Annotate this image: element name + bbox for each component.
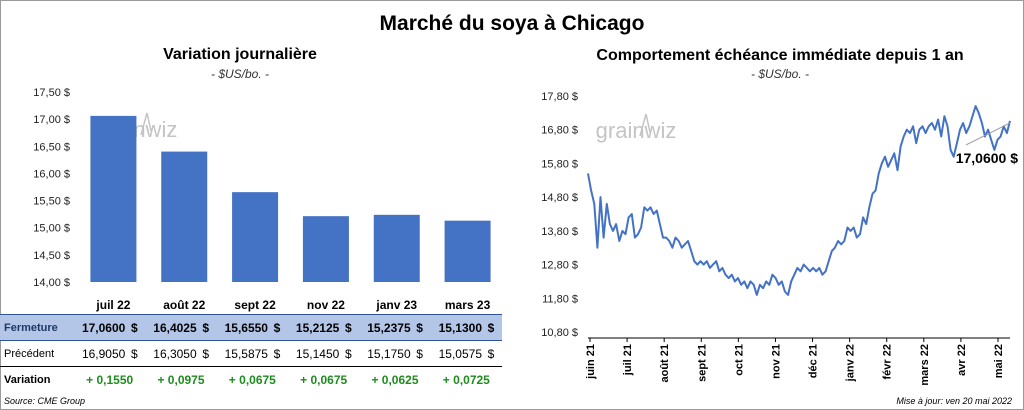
watermark-mark	[140, 112, 152, 136]
y-tick-label: 16,80 $	[541, 125, 578, 137]
x-tick-label: mai 22	[993, 344, 1005, 378]
last-value-label: 17,0600 $	[956, 150, 1018, 166]
variation-cell: + 0,0675	[228, 372, 276, 387]
main-title: Marché du soya à Chicago	[379, 12, 645, 35]
line-chart-subtitle: - $US/bo. -	[750, 67, 810, 81]
currency-symbol: $	[198, 340, 217, 367]
bar-chart-subtitle: - $US/bo. -	[210, 67, 270, 81]
currency-symbol: $	[127, 314, 146, 341]
x-tick-label: août 21	[659, 344, 671, 383]
currency-symbol: $	[198, 314, 217, 341]
y-tick-label: 12,80 $	[541, 260, 578, 272]
variation-cell: + 0,0675	[300, 372, 348, 387]
x-tick-label: janv 22	[845, 344, 857, 382]
table-cell: 17,0600	[74, 314, 128, 341]
y-tick-label: 17,50 $	[33, 87, 70, 99]
y-tick-label: 13,80 $	[541, 226, 578, 238]
variation-cell: + 0,0975	[157, 372, 205, 387]
table-cell: 16,4025	[145, 314, 199, 341]
y-tick-label: 16,50 $	[33, 141, 70, 153]
table-row: Précédent 16,9050 $16,3050 $15,5875 $15,1450…	[0, 340, 502, 367]
price-line	[587, 105, 1011, 296]
x-tick-label: janv 23	[375, 298, 417, 312]
row-label: Variation	[4, 373, 51, 386]
watermark: grainwiz	[596, 113, 677, 143]
x-tick-label: juil 21	[622, 344, 634, 376]
table-cell: 16,9050	[74, 340, 128, 367]
x-tick-label: nov 21	[770, 344, 782, 379]
table-cell: 15,1750	[359, 340, 413, 367]
x-tick-label: déc 21	[808, 344, 820, 378]
bar	[232, 192, 279, 282]
table-cell: 15,6550	[216, 314, 270, 341]
table-cell: 15,2125	[287, 314, 342, 341]
row-label: Fermeture	[0, 314, 74, 341]
bar	[302, 216, 349, 282]
y-tick-label: 11,80 $	[542, 293, 578, 305]
table-row: Variation + 0,1550 + 0,0975 + 0,0675 + 0,067…	[0, 367, 502, 393]
x-tick-label: févr 22	[882, 344, 894, 379]
last-value-leader	[965, 122, 1011, 146]
x-tick-label: sept 22	[234, 298, 276, 312]
x-tick-label: mars 22	[919, 344, 931, 386]
currency-symbol: $	[269, 314, 288, 341]
currency-symbol: $	[269, 340, 288, 367]
x-tick-label: oct 21	[733, 344, 745, 376]
variation-cell: + 0,0725	[442, 372, 490, 387]
bar-chart: 14,00 $ 14,50 $ 15,00 $ 15,50 $ 16,00 $ 16,50…	[33, 87, 491, 312]
y-tick-label: 10,80 $	[541, 327, 578, 339]
currency-symbol: $	[341, 340, 360, 367]
update-date: Mise à jour: ven 20 mai 2022	[896, 396, 1012, 406]
y-tick-label: 14,50 $	[33, 250, 70, 262]
currency-symbol: $	[341, 314, 360, 341]
y-tick-label: 14,00 $	[33, 277, 70, 289]
x-tick-label: avr 22	[956, 344, 968, 376]
watermark-text: grainwiz	[596, 118, 677, 143]
y-tick-label: 17,80 $	[541, 91, 578, 103]
x-tick-label: août 22	[163, 298, 205, 312]
bar	[161, 151, 208, 282]
y-tick-label: 15,00 $	[33, 223, 70, 235]
table-row: Fermeture 17,0600 $16,4025 $15,6550 $15,2125…	[0, 314, 502, 341]
bar-chart-title: Variation journalière	[163, 46, 317, 63]
x-tick-label: juil 22	[95, 298, 130, 312]
currency-symbol: $	[412, 340, 431, 367]
currency-symbol: $	[412, 314, 431, 341]
bar	[373, 214, 420, 282]
x-tick-label: juin 21	[585, 344, 597, 380]
watermark-mark	[639, 113, 651, 137]
line-chart-title: Comportement échéance immédiate depuis 1…	[596, 47, 964, 64]
table-cell: 15,0575	[430, 340, 484, 367]
x-tick-label: nov 22	[307, 298, 345, 312]
table-cell: 15,5875	[216, 340, 270, 367]
y-tick-label: 15,80 $	[541, 158, 578, 170]
variation-cell: + 0,0625	[371, 372, 419, 387]
bar	[444, 220, 491, 282]
x-tick-label: sept 21	[696, 344, 708, 382]
source-note: Source: CME Group	[4, 396, 86, 406]
bar	[90, 115, 137, 282]
currency-symbol: $	[484, 340, 502, 367]
currency-symbol: $	[127, 340, 146, 367]
row-label: Précédent	[0, 340, 74, 367]
table-cell: 15,2375	[359, 314, 413, 341]
table-cell: 15,1450	[287, 340, 342, 367]
y-tick-label: 16,00 $	[33, 168, 70, 180]
y-tick-label: 17,00 $	[33, 114, 70, 126]
x-tick-label: mars 23	[445, 298, 491, 312]
price-table: Fermeture 17,0600 $16,4025 $15,6550 $15,2125…	[0, 314, 502, 392]
table-cell: 15,1300	[430, 314, 484, 341]
table-cell: 16,3050	[145, 340, 199, 367]
variation-cell: + 0,1550	[86, 372, 134, 387]
currency-symbol: $	[484, 314, 502, 341]
y-tick-label: 14,80 $	[541, 192, 578, 204]
y-tick-label: 15,50 $	[33, 196, 70, 208]
line-chart: 10,80 $ 11,80 $ 12,80 $ 13,80 $ 14,80 $ 15,80…	[541, 91, 1018, 386]
